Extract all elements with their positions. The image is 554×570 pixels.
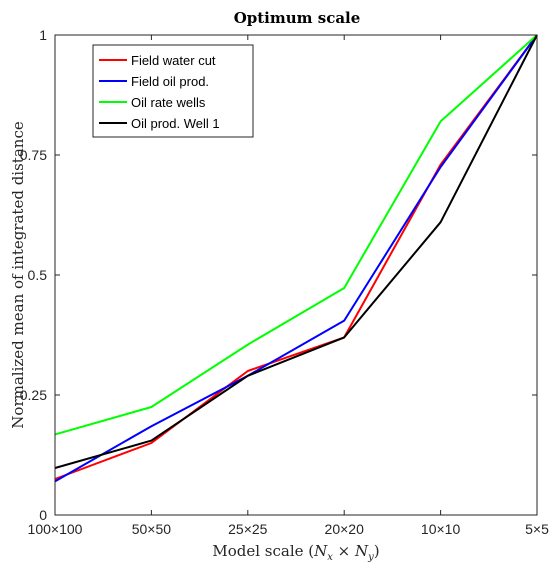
- x-tick-label: 50×50: [132, 521, 172, 537]
- legend-label: Field oil prod.: [131, 74, 209, 89]
- legend-label: Oil rate wells: [131, 95, 206, 110]
- series-line-3: [54, 34, 538, 469]
- y-ticks: 0 0.25 0.5 0.75 1: [20, 27, 537, 523]
- legend-label: Oil prod. Well 1: [131, 116, 220, 131]
- series-layer: [54, 34, 538, 483]
- y-axis-label: Normalized mean of integrated distance: [9, 121, 27, 429]
- x-tick-label: 25×25: [228, 521, 268, 537]
- y-tick-label: 1: [39, 27, 47, 43]
- series-line-0: [54, 34, 538, 480]
- y-tick-label: 0.25: [20, 387, 47, 403]
- y-tick-label: 0: [39, 507, 47, 523]
- chart-title: Optimum scale: [234, 9, 361, 27]
- x-tick-label: 20×20: [325, 521, 365, 537]
- x-tick-label: 100×100: [28, 521, 83, 537]
- y-tick-label: 0.75: [20, 147, 47, 163]
- legend-label: Field water cut: [131, 53, 216, 68]
- y-tick-label: 0.5: [28, 267, 48, 283]
- series-line-1: [54, 34, 538, 483]
- legend: Field water cut Field oil prod. Oil rate w…: [92, 44, 254, 138]
- series-line-2: [54, 34, 538, 436]
- x-tick-label: 5×5: [525, 521, 549, 537]
- x-ticks: 100×100 50×50 25×25 20×20 10×10 5×5: [28, 35, 549, 537]
- x-axis-label: Model scale (Nx × Ny): [212, 542, 379, 563]
- x-tick-label: 10×10: [421, 521, 461, 537]
